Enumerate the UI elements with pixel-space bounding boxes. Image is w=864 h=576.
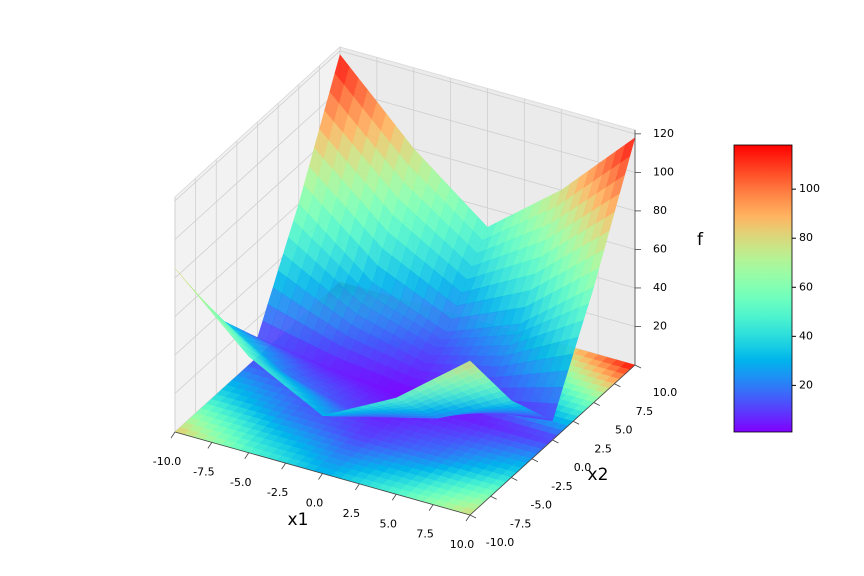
x-tick-label: -7.5 — [193, 465, 214, 478]
y-axis-label: x2 — [588, 465, 609, 485]
z-tick-label: 120 — [653, 127, 674, 140]
z-tick-label: 20 — [653, 319, 667, 332]
tick-mark — [614, 383, 621, 388]
colorbar-tick-label: 60 — [799, 280, 813, 293]
axis-line — [469, 364, 636, 516]
surface-cell — [174, 268, 291, 377]
axis-line — [174, 431, 471, 516]
tick-mark — [465, 514, 471, 522]
tick-mark — [572, 420, 580, 425]
y-tick-label: 2.5 — [594, 442, 612, 455]
tick-mark — [355, 483, 360, 491]
tick-mark — [490, 495, 497, 500]
colorbar-scale — [733, 144, 793, 433]
x-tick-label: 10.0 — [450, 538, 475, 551]
surface-facet — [460, 360, 476, 371]
surface-cell — [298, 54, 415, 283]
surface-cell — [248, 356, 364, 417]
z-tick-label: 60 — [653, 242, 667, 255]
tick-mark — [428, 504, 434, 511]
colorbar-tick-label: 80 — [799, 231, 813, 244]
x-tick-label: 7.5 — [416, 528, 434, 541]
surface-cell — [519, 137, 636, 325]
grid-line — [174, 89, 341, 240]
surface-cell — [322, 397, 438, 419]
surface-cell — [257, 203, 373, 369]
z-tick-label: 100 — [653, 165, 674, 178]
x-tick-label: -2.5 — [267, 486, 288, 499]
surface-cell — [437, 400, 553, 421]
tick-mark — [170, 431, 176, 439]
colorbar-tick-label: 20 — [799, 378, 813, 391]
surface-cell — [372, 148, 488, 333]
x-tick-label: -5.0 — [230, 476, 251, 489]
surface — [174, 54, 636, 421]
colorbar-tick-label: 40 — [799, 329, 813, 342]
x-tick-label: 2.5 — [343, 507, 361, 520]
tick-mark — [244, 452, 250, 459]
z-tick-label: 40 — [653, 281, 667, 294]
y-tick-label: 5.0 — [615, 424, 633, 437]
tick-mark — [469, 514, 477, 519]
y-tick-label: 0.0 — [574, 461, 592, 474]
tick-mark — [531, 458, 539, 463]
floor-cell — [322, 435, 438, 495]
colorbar: 20 40 60 80 100 — [733, 144, 820, 433]
tick-mark — [281, 462, 286, 470]
x-tick-label: 0.0 — [306, 497, 324, 510]
tick-mark — [391, 494, 397, 501]
tick-mark — [634, 364, 642, 369]
z-tick-label: 80 — [653, 204, 667, 217]
y-tick-label: 10.0 — [653, 386, 678, 399]
y-tick-label: 7.5 — [636, 405, 654, 418]
x-axis-label: x1 — [288, 510, 309, 530]
tick-mark — [511, 477, 518, 481]
grid-line — [174, 50, 341, 202]
grid-line — [339, 88, 636, 173]
grid-line — [339, 50, 636, 135]
surface-cell — [445, 189, 562, 333]
x-tick-label: -10.0 — [153, 455, 181, 468]
y-tick-label: -7.5 — [510, 517, 531, 530]
tick-mark — [593, 402, 600, 406]
floor-cell — [174, 394, 291, 454]
colorbar-tick-label: 100 — [799, 182, 820, 195]
grid-line — [174, 127, 341, 279]
z-axis-label: f — [697, 230, 704, 250]
y-tick-label: -2.5 — [551, 480, 572, 493]
tick-mark — [318, 473, 323, 480]
x-tick-label: 5.0 — [380, 517, 398, 530]
surface-cell — [395, 360, 512, 419]
tick-mark — [552, 439, 559, 444]
y-tick-label: -10.0 — [486, 536, 514, 549]
axes: -10.0-7.5-5.0-2.50.02.55.07.510.0 -10.0-7… — [153, 127, 677, 551]
tick-mark — [207, 442, 213, 449]
y-tick-label: -5.0 — [531, 499, 552, 512]
